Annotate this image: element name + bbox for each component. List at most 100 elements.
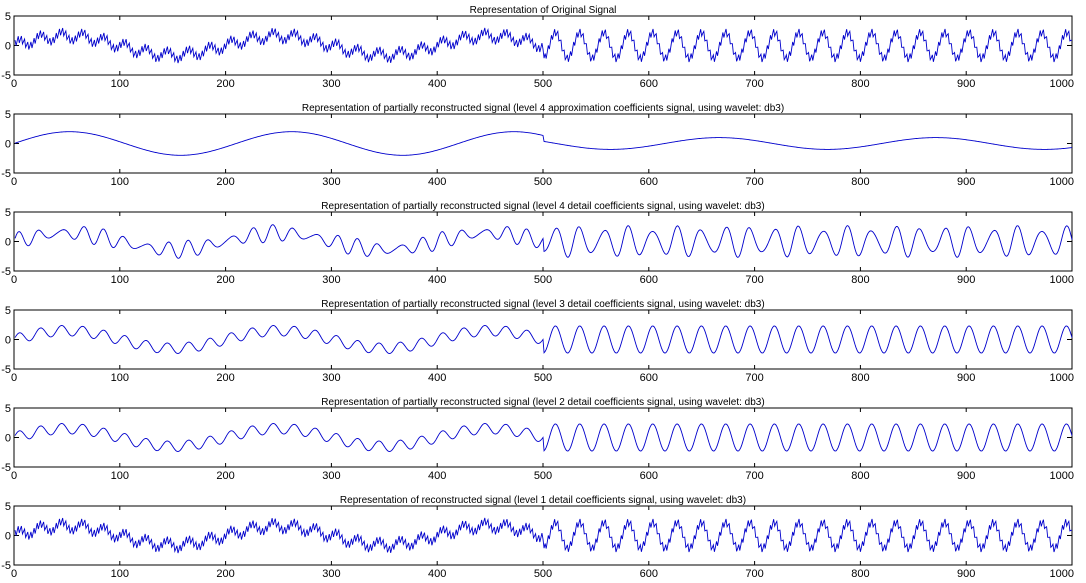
x-tick-label: 800 [851, 568, 869, 580]
x-tick-label: 200 [216, 176, 234, 188]
x-tick-label: 400 [428, 78, 446, 90]
x-tick-label: 700 [745, 372, 763, 384]
x-tick-label: 400 [428, 274, 446, 286]
x-tick-label: 600 [640, 568, 658, 580]
x-tick-label: 900 [957, 176, 975, 188]
x-tick-label: 700 [745, 470, 763, 482]
x-tick-label: 0 [11, 470, 17, 482]
subplot-3: Representation of partially reconstructe… [1, 201, 1074, 286]
x-tick-label: 200 [216, 372, 234, 384]
x-tick-label: 100 [111, 78, 129, 90]
x-tick-label: 0 [11, 274, 17, 286]
subplot-title: Representation of partially reconstructe… [321, 397, 764, 408]
y-tick-label: -5 [1, 560, 11, 572]
x-tick-label: 1000 [1050, 372, 1074, 384]
x-tick-label: 400 [428, 372, 446, 384]
y-tick-label: 5 [5, 11, 11, 23]
x-tick-label: 100 [111, 274, 129, 286]
x-tick-label: 200 [216, 78, 234, 90]
x-tick-label: 500 [534, 176, 552, 188]
subplot-title: Representation of reconstructed signal (… [340, 495, 746, 506]
x-tick-label: 300 [322, 470, 340, 482]
x-tick-label: 300 [322, 274, 340, 286]
subplot-6: Representation of reconstructed signal (… [1, 495, 1074, 580]
x-tick-label: 100 [111, 470, 129, 482]
x-tick-label: 200 [216, 568, 234, 580]
x-tick-label: 600 [640, 372, 658, 384]
x-tick-label: 500 [534, 78, 552, 90]
y-tick-label: 0 [5, 139, 11, 151]
y-tick-label: 5 [5, 501, 11, 513]
axes-frame [13, 505, 1073, 566]
x-tick-label: 900 [957, 568, 975, 580]
subplot-title: Representation of partially reconstructe… [321, 299, 764, 310]
y-tick-label: 5 [5, 305, 11, 317]
y-tick-label: -5 [1, 462, 11, 474]
y-tick-label: 0 [5, 237, 11, 249]
y-tick-label: 5 [5, 207, 11, 219]
x-tick-label: 500 [534, 568, 552, 580]
x-tick-label: 800 [851, 176, 869, 188]
signal-line [14, 422, 1073, 453]
x-tick-label: 900 [957, 470, 975, 482]
x-tick-label: 700 [745, 274, 763, 286]
subplot-title: Representation of partially reconstructe… [302, 103, 784, 114]
x-tick-label: 300 [322, 568, 340, 580]
x-tick-label: 100 [111, 568, 129, 580]
x-tick-label: 300 [322, 176, 340, 188]
subplot-title: Representation of partially reconstructe… [321, 201, 764, 212]
x-tick-label: 100 [111, 372, 129, 384]
x-tick-label: 500 [534, 470, 552, 482]
x-tick-label: 800 [851, 372, 869, 384]
x-tick-label: 0 [11, 78, 17, 90]
x-tick-label: 0 [11, 568, 17, 580]
x-tick-label: 400 [428, 568, 446, 580]
y-tick-label: 5 [5, 109, 11, 121]
signal-line [14, 224, 1073, 259]
x-tick-label: 1000 [1050, 568, 1074, 580]
x-tick-label: 800 [851, 470, 869, 482]
subplot-1: Representation of Original Signal 0 100 200… [1, 5, 1074, 90]
x-tick-label: 0 [11, 176, 17, 188]
x-tick-label: 1000 [1050, 176, 1074, 188]
x-tick-label: 600 [640, 176, 658, 188]
subplot-2: Representation of partially reconstructe… [1, 103, 1074, 188]
x-tick-label: 400 [428, 470, 446, 482]
axes-frame [13, 113, 1073, 174]
subplot-5: Representation of partially reconstructe… [1, 397, 1074, 482]
x-tick-label: 700 [745, 78, 763, 90]
x-tick-label: 1000 [1050, 78, 1074, 90]
y-tick-label: -5 [1, 364, 11, 376]
x-tick-label: 0 [11, 372, 17, 384]
axes-frame [13, 15, 1073, 76]
x-tick-label: 900 [957, 274, 975, 286]
x-tick-label: 600 [640, 470, 658, 482]
y-tick-label: 0 [5, 335, 11, 347]
y-tick-label: -5 [1, 168, 11, 180]
x-tick-label: 600 [640, 274, 658, 286]
y-tick-label: -5 [1, 70, 11, 82]
x-tick-label: 1000 [1050, 274, 1074, 286]
signal-line [14, 131, 1073, 156]
x-tick-label: 300 [322, 372, 340, 384]
signal-line [14, 27, 1073, 64]
y-tick-label: -5 [1, 266, 11, 278]
x-tick-label: 900 [957, 372, 975, 384]
x-tick-label: 1000 [1050, 470, 1074, 482]
x-tick-label: 500 [534, 372, 552, 384]
x-tick-label: 100 [111, 176, 129, 188]
x-tick-label: 700 [745, 568, 763, 580]
y-tick-label: 0 [5, 531, 11, 543]
subplot-4: Representation of partially reconstructe… [1, 299, 1074, 384]
x-tick-label: 200 [216, 274, 234, 286]
x-tick-label: 600 [640, 78, 658, 90]
signal-line [14, 517, 1073, 554]
x-tick-label: 400 [428, 176, 446, 188]
x-tick-label: 200 [216, 470, 234, 482]
subplot-title: Representation of Original Signal [470, 5, 617, 16]
x-tick-label: 300 [322, 78, 340, 90]
y-tick-label: 5 [5, 403, 11, 415]
x-tick-label: 900 [957, 78, 975, 90]
x-tick-label: 700 [745, 176, 763, 188]
